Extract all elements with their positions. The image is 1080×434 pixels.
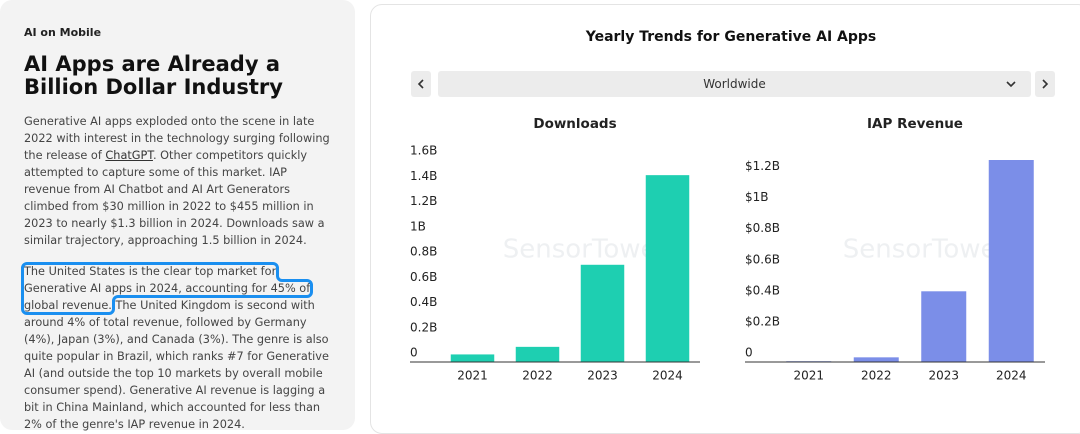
- bar: [921, 291, 967, 362]
- y-tick-label: $1.2B: [745, 159, 780, 173]
- x-tick-label: 2024: [996, 369, 1027, 383]
- y-tick-label: 1.2B: [410, 194, 437, 208]
- charts: SensorTower Downloads 0 0.2B 0.4B 0.6B 0.8B 1B 1…: [410, 116, 1045, 383]
- panel-title: Yearly Trends for Generative AI Apps: [585, 29, 877, 45]
- y-tick-label: $1B: [745, 190, 769, 204]
- text: Generative AI apps exploded onto the sce…: [24, 115, 330, 162]
- y-tick-label: 0.4B: [410, 295, 437, 309]
- chart-panel: Yearly Trends for Generative AI Apps Wor…: [370, 4, 1080, 434]
- y-tick-label: 1.4B: [410, 169, 437, 183]
- x-tick-label: 2021: [793, 369, 824, 383]
- chart-title: Downloads: [533, 116, 616, 132]
- prev-button[interactable]: [411, 71, 431, 97]
- y-tick-label: 0: [745, 346, 753, 360]
- x-tick-label: 2023: [928, 369, 959, 383]
- chevron-down: [1006, 81, 1016, 88]
- article-panel: AI on Mobile AI Apps are Already a Billi…: [0, 0, 355, 433]
- chart-title: IAP Revenue: [867, 116, 963, 132]
- bar: [853, 357, 899, 362]
- watermark: SensorTower: [843, 235, 1008, 265]
- y-tick-label: $0.4B: [745, 283, 780, 297]
- bar: [580, 264, 625, 362]
- paragraph: The United States is the clear top marke…: [20, 262, 331, 433]
- x-tick-label: 2024: [652, 369, 683, 383]
- bar: [645, 175, 690, 362]
- x-tick-label: 2021: [457, 369, 488, 383]
- eyebrow: AI on Mobile: [24, 26, 102, 39]
- article-title: AI Apps are Already a Billion Dollar Ind…: [24, 52, 283, 99]
- x-tick-label: 2022: [522, 369, 553, 383]
- y-tick-label: 0.8B: [410, 245, 437, 259]
- watermark: SensorTower: [503, 235, 668, 265]
- chevron-right: [1042, 79, 1049, 89]
- text: . Other competitors quickly attempted to…: [24, 149, 325, 247]
- y-tick-label: $0.6B: [745, 252, 780, 266]
- highlighted-text: The United States is the clear top marke…: [20, 262, 314, 315]
- region-select[interactable]: Worldwide: [438, 71, 1031, 97]
- paragraph: Generative AI apps exploded onto the sce…: [24, 113, 331, 249]
- y-tick-label: $0.8B: [745, 221, 780, 235]
- y-tick-label: 1.6B: [410, 144, 437, 158]
- y-tick-label: 0: [410, 346, 418, 360]
- next-button[interactable]: [1035, 71, 1055, 97]
- x-tick-label: 2022: [861, 369, 892, 383]
- region: Worldwide: [703, 77, 766, 91]
- y-tick-label: 0.6B: [410, 270, 437, 284]
- bar: [450, 354, 495, 362]
- y-tick-label: $0.2B: [745, 314, 780, 328]
- bar: [515, 346, 560, 362]
- y-tick-label: 0.2B: [410, 320, 437, 334]
- link[interactable]: ChatGPT: [105, 149, 153, 162]
- y-tick-label: 1B: [410, 219, 426, 233]
- text: The United Kingdom is second with around…: [24, 299, 329, 431]
- x-tick-label: 2023: [587, 369, 618, 383]
- chevron-left: [417, 79, 424, 89]
- bar: [988, 160, 1034, 362]
